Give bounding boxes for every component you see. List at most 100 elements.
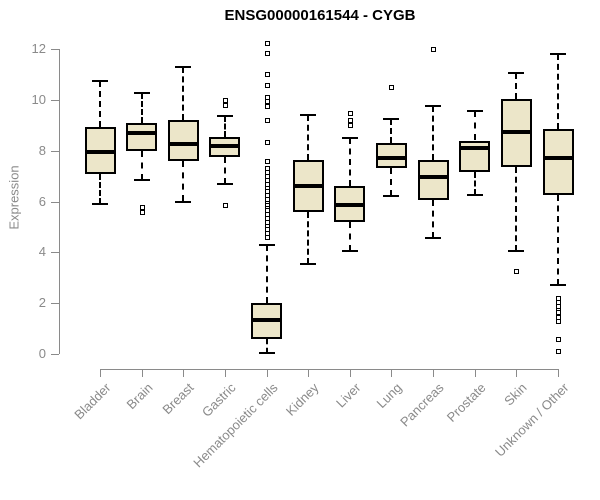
outlier-hematopoietic-cells: [264, 118, 270, 124]
upper-whisker-bladder: [99, 80, 101, 127]
x-axis-tick: [100, 369, 101, 377]
upper-whisker-kidney: [307, 115, 310, 160]
upper-whisker-prostate: [473, 111, 476, 141]
outlier-unknown-other: [556, 310, 561, 316]
y-axis-tick: [51, 252, 59, 254]
outlier-gastric: [222, 97, 228, 103]
outlier-hematopoietic-cells: [264, 139, 270, 145]
lower-whisker-cap-prostate: [466, 194, 483, 197]
y-axis-tick: [51, 303, 59, 305]
outlier-unknown-other: [556, 336, 561, 342]
outlier-hematopoietic-cells: [264, 50, 270, 56]
upper-whisker-liver: [348, 137, 351, 187]
upper-whisker-cap-brain: [133, 92, 150, 95]
median-kidney: [292, 184, 324, 189]
lower-whisker-kidney: [307, 211, 310, 264]
upper-whisker-cap-skin: [508, 72, 525, 75]
x-axis-tick: [141, 369, 143, 377]
upper-whisker-hematopoietic-cells: [265, 244, 268, 304]
y-tick-label: 6: [38, 193, 46, 209]
upper-whisker-cap-lung: [383, 117, 400, 120]
median-pancreas: [417, 175, 449, 180]
y-axis-line: [59, 49, 60, 354]
outlier-hematopoietic-cells: [264, 158, 270, 164]
upper-whisker-skin: [515, 73, 518, 99]
outlier-brain: [139, 209, 145, 215]
upper-whisker-cap-hematopoietic-cells: [258, 243, 275, 246]
box-pancreas: [417, 159, 449, 201]
median-lung: [375, 156, 407, 161]
y-tick-label: 4: [38, 244, 46, 260]
y-tick-label: 12: [31, 41, 46, 56]
upper-whisker-cap-bladder: [92, 79, 108, 82]
outlier-unknown-other: [556, 318, 561, 324]
outlier-unknown-other: [556, 349, 561, 355]
outlier-liver: [347, 118, 353, 124]
outlier-gastric: [222, 102, 228, 108]
outlier-pancreas: [431, 47, 437, 52]
outlier-lung: [389, 85, 395, 91]
outlier-skin: [514, 269, 520, 275]
lower-whisker-cap-pancreas: [425, 237, 442, 240]
outlier-hematopoietic-cells: [264, 235, 270, 241]
box-unknown-other: [542, 129, 574, 196]
upper-whisker-cap-unknown-other: [550, 53, 566, 56]
upper-whisker-unknown-other: [557, 54, 559, 130]
chart-title: ENSG00000161544 - CYGB: [224, 7, 416, 24]
median-gastric: [209, 143, 241, 148]
lower-whisker-lung: [390, 168, 393, 197]
x-axis-line: [100, 369, 558, 370]
y-tick-label: 10: [31, 91, 46, 107]
outlier-hematopoietic-cells: [264, 82, 270, 88]
outlier-liver: [347, 110, 353, 116]
median-brain: [126, 130, 158, 135]
median-hematopoietic-cells: [251, 317, 283, 322]
y-tick-label: 2: [38, 295, 46, 311]
lower-whisker-unknown-other: [557, 195, 559, 286]
lower-whisker-cap-bladder: [92, 203, 108, 206]
lower-whisker-prostate: [473, 172, 476, 196]
box-prostate: [459, 140, 491, 173]
upper-whisker-cap-kidney: [300, 114, 317, 117]
outlier-hematopoietic-cells: [264, 99, 270, 105]
x-axis-tick: [349, 369, 351, 377]
lower-whisker-breast: [182, 160, 185, 202]
upper-whisker-cap-pancreas: [425, 105, 442, 108]
upper-whisker-cap-gastric: [216, 115, 233, 118]
lower-whisker-cap-unknown-other: [550, 284, 566, 287]
box-brain: [126, 122, 158, 151]
lower-whisker-hematopoietic-cells: [265, 338, 268, 353]
y-axis-tick: [51, 354, 59, 355]
upper-whisker-pancreas: [432, 106, 435, 160]
upper-whisker-gastric: [223, 116, 226, 137]
x-axis-tick: [516, 369, 518, 377]
upper-whisker-cap-liver: [341, 136, 358, 139]
lower-whisker-cap-breast: [175, 200, 192, 203]
median-breast: [167, 142, 199, 147]
upper-whisker-breast: [182, 66, 185, 121]
upper-whisker-cap-prostate: [466, 110, 483, 113]
x-axis-tick: [558, 369, 559, 377]
x-axis-tick: [391, 369, 393, 377]
x-axis-tick: [433, 369, 435, 377]
lower-whisker-cap-gastric: [216, 182, 233, 185]
lower-whisker-bladder: [99, 173, 101, 205]
x-axis-tick: [224, 369, 226, 377]
outlier-hematopoietic-cells: [264, 72, 270, 78]
x-axis-tick: [183, 369, 185, 377]
lower-whisker-gastric: [223, 157, 226, 184]
y-tick-label: 0: [38, 346, 46, 361]
upper-whisker-cap-breast: [175, 65, 192, 68]
median-bladder: [84, 149, 116, 154]
lower-whisker-brain: [140, 150, 143, 180]
outlier-hematopoietic-cells: [264, 40, 270, 46]
lower-whisker-cap-brain: [133, 178, 150, 181]
lower-whisker-cap-kidney: [300, 262, 317, 265]
y-axis-tick: [51, 201, 59, 203]
lower-whisker-pancreas: [432, 200, 435, 239]
lower-whisker-liver: [348, 221, 351, 252]
x-axis-tick: [308, 369, 310, 377]
y-tick-label: 8: [38, 142, 46, 158]
